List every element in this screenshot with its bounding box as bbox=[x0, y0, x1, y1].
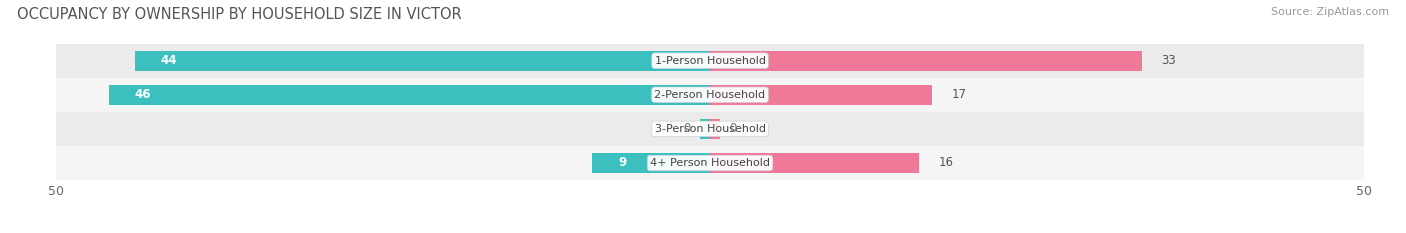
Text: Source: ZipAtlas.com: Source: ZipAtlas.com bbox=[1271, 7, 1389, 17]
Bar bbox=[700, 119, 710, 139]
Text: 4+ Person Household: 4+ Person Household bbox=[650, 158, 770, 168]
Bar bbox=[135, 51, 710, 71]
Bar bbox=[710, 51, 1142, 71]
Bar bbox=[592, 153, 710, 173]
Bar bbox=[710, 85, 932, 105]
Text: 0: 0 bbox=[730, 122, 737, 135]
Legend: Owner-occupied, Renter-occupied: Owner-occupied, Renter-occupied bbox=[583, 230, 837, 233]
Text: 33: 33 bbox=[1161, 54, 1175, 67]
Bar bbox=[56, 78, 1364, 112]
Text: 0: 0 bbox=[683, 122, 690, 135]
Text: 1-Person Household: 1-Person Household bbox=[655, 56, 765, 66]
Text: 2-Person Household: 2-Person Household bbox=[654, 90, 766, 100]
Text: 16: 16 bbox=[939, 157, 953, 169]
Bar bbox=[710, 153, 920, 173]
Text: 3-Person Household: 3-Person Household bbox=[655, 124, 765, 134]
Text: 17: 17 bbox=[952, 88, 967, 101]
Bar bbox=[108, 85, 710, 105]
Text: 46: 46 bbox=[135, 88, 152, 101]
Bar bbox=[56, 44, 1364, 78]
Text: 9: 9 bbox=[619, 157, 627, 169]
Bar bbox=[56, 146, 1364, 180]
Text: 44: 44 bbox=[160, 54, 177, 67]
Text: OCCUPANCY BY OWNERSHIP BY HOUSEHOLD SIZE IN VICTOR: OCCUPANCY BY OWNERSHIP BY HOUSEHOLD SIZE… bbox=[17, 7, 461, 22]
Bar bbox=[710, 119, 720, 139]
Bar bbox=[56, 112, 1364, 146]
